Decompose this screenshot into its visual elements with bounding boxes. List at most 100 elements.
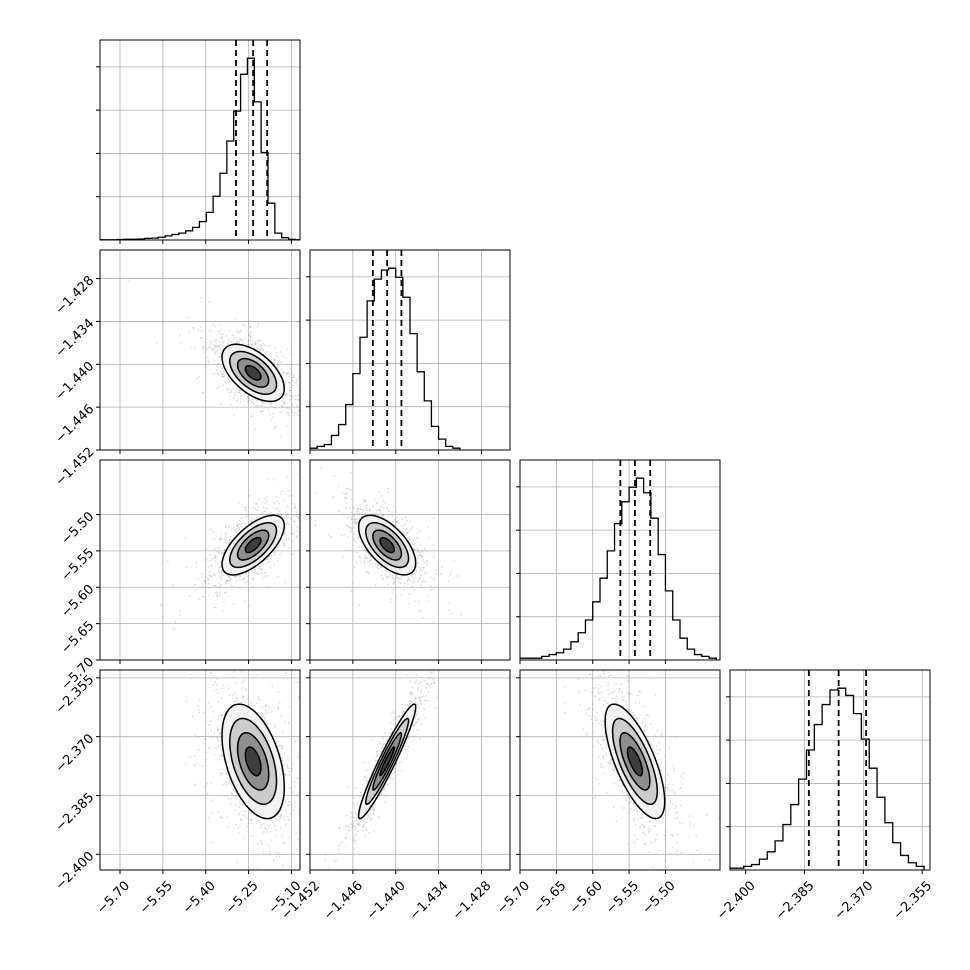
scatter-point (433, 681, 435, 683)
scatter-point (353, 538, 355, 541)
scatter-point (341, 841, 343, 844)
scatter-point (238, 529, 240, 531)
scatter-point (216, 595, 219, 597)
scatter-point (216, 729, 219, 732)
scatter-point (239, 330, 242, 333)
scatter-point (243, 679, 246, 682)
scatter-point (392, 520, 394, 523)
scatter-point (179, 614, 182, 617)
x-tick-label: −2.385 (773, 878, 818, 923)
scatter-point (256, 505, 259, 508)
scatter-point (252, 571, 255, 574)
x-tick-label: −1.434 (407, 878, 452, 923)
scatter-point (347, 487, 350, 490)
scatter-point (357, 823, 360, 826)
scatter-point (225, 580, 227, 583)
scatter-point (371, 739, 374, 742)
scatter-point (260, 826, 263, 829)
scatter-point (605, 744, 608, 747)
scatter-point (682, 772, 684, 775)
scatter-point (220, 569, 223, 572)
scatter-point (396, 521, 399, 523)
scatter-point (406, 580, 409, 582)
scatter-point (418, 699, 421, 702)
scatter-point (338, 844, 341, 846)
scatter-point (361, 825, 363, 828)
scatter-point (260, 343, 262, 346)
scatter-point (346, 517, 349, 519)
scatter-point (212, 683, 215, 686)
scatter-point (678, 821, 681, 824)
scatter-point (247, 817, 249, 820)
scatter-point (373, 808, 375, 811)
scatter-point (369, 509, 371, 511)
scatter-point (374, 498, 376, 501)
scatter-point (417, 686, 420, 689)
scatter-point (603, 758, 605, 760)
scatter-point (293, 506, 296, 509)
scatter-point (354, 512, 356, 514)
scatter-point (652, 866, 654, 868)
scatter-point (426, 560, 428, 562)
scatter-point (372, 813, 374, 816)
scatter-point (380, 792, 383, 794)
scatter-point (260, 843, 263, 845)
scatter-point (281, 374, 284, 377)
scatter-point (277, 745, 279, 748)
scatter-point (251, 398, 254, 401)
scatter-point (380, 574, 383, 577)
scatter-point (269, 566, 271, 569)
scatter-point (407, 583, 409, 586)
scatter-point (194, 734, 196, 736)
scatter-point (283, 544, 285, 547)
scatter-point (261, 348, 264, 350)
scatter-point (219, 329, 222, 332)
scatter-point (290, 395, 292, 397)
scatter-point (364, 500, 367, 503)
scatter-point (398, 715, 401, 718)
scatter-point (244, 600, 247, 602)
scatter-point (230, 802, 233, 805)
scatter-point (280, 513, 283, 516)
scatter-point (639, 690, 641, 693)
scatter-point (290, 533, 293, 535)
scatter-point (389, 601, 392, 603)
scatter-point (591, 691, 593, 693)
y-tick-label: −1.428 (53, 273, 98, 318)
scatter-point (222, 783, 225, 786)
scatter-point (245, 810, 248, 813)
scatter-point (255, 342, 257, 344)
contour-panel-3-2 (306, 459, 511, 664)
scatter-point (221, 375, 224, 378)
scatter-point (279, 351, 282, 353)
scatter-point (210, 705, 213, 708)
scatter-point (289, 517, 292, 519)
scatter-point (204, 559, 207, 562)
scatter-point (291, 379, 294, 382)
scatter-point (244, 516, 247, 519)
scatter-point (421, 695, 423, 698)
scatter-point (418, 683, 420, 685)
scatter-point (251, 822, 253, 825)
scatter-point (295, 832, 297, 835)
scatter-point (293, 381, 296, 384)
scatter-point (695, 849, 698, 852)
scatter-point (277, 707, 280, 710)
scatter-point (279, 814, 282, 817)
scatter-point (290, 749, 293, 752)
scatter-point (395, 521, 398, 524)
scatter-point (452, 559, 455, 562)
scatter-point (341, 555, 344, 558)
scatter-point (383, 507, 385, 509)
scatter-point (268, 513, 270, 516)
scatter-point (237, 524, 239, 527)
scatter-point (246, 344, 249, 347)
scatter-point (401, 517, 404, 520)
scatter-point (201, 765, 204, 767)
scatter-point (408, 701, 411, 704)
scatter-point (276, 852, 279, 855)
scatter-point (295, 383, 298, 385)
scatter-point (654, 825, 656, 828)
scatter-point (448, 602, 451, 605)
scatter-point (233, 670, 236, 673)
